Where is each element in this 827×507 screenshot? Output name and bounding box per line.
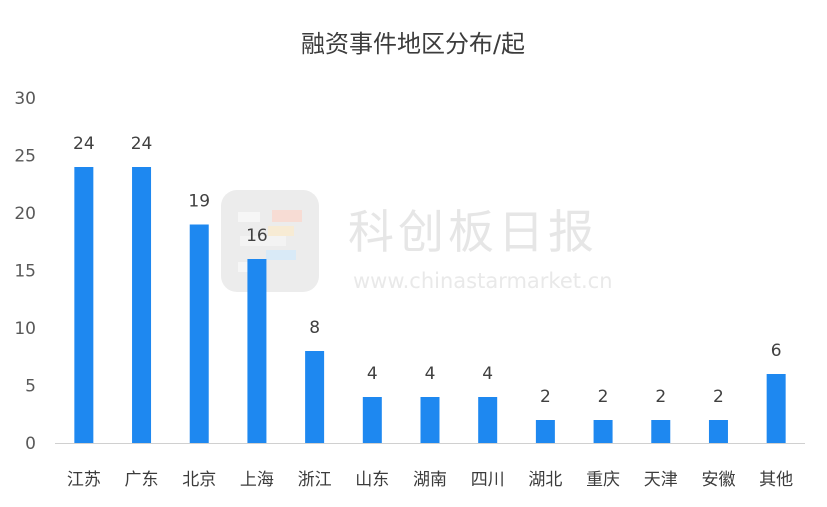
bar [362, 397, 382, 443]
watermark-url: www.chinastarmarket.cn [353, 269, 613, 293]
data-label: 2 [655, 387, 666, 407]
x-tick-label: 湖南 [413, 470, 447, 490]
x-tick-label: 其他 [759, 470, 793, 490]
data-labels: 24 24 19 16 8 4 4 4 2 2 2 2 6 [73, 134, 782, 407]
data-label: 6 [771, 341, 782, 361]
bar [478, 397, 498, 443]
data-label: 19 [188, 192, 210, 212]
y-tick-label: 10 [14, 319, 36, 339]
y-tick-label: 25 [14, 147, 36, 167]
bar [74, 167, 94, 443]
x-tick-label: 上海 [240, 470, 274, 490]
bar [651, 420, 671, 443]
data-label: 4 [367, 364, 378, 384]
bar [247, 259, 267, 443]
watermark: 科创板日报 www.chinastarmarket.cn [221, 190, 613, 293]
y-tick-label: 0 [25, 434, 36, 454]
data-label: 24 [131, 134, 153, 154]
y-axis: 0 5 10 15 20 25 30 [14, 89, 36, 454]
y-tick-label: 30 [14, 89, 36, 109]
x-tick-label: 重庆 [586, 470, 620, 490]
bar [708, 420, 728, 443]
bars [74, 167, 786, 443]
bar [132, 167, 152, 443]
data-label: 2 [540, 387, 551, 407]
data-label: 8 [309, 318, 320, 338]
x-tick-label: 安徽 [701, 470, 735, 490]
bar [305, 351, 325, 443]
x-tick-label: 北京 [182, 470, 216, 490]
x-tick-label: 江苏 [67, 470, 101, 490]
bar [535, 420, 555, 443]
bar [189, 224, 209, 443]
data-label: 2 [598, 387, 609, 407]
data-label: 24 [73, 134, 95, 154]
x-tick-label: 浙江 [298, 470, 332, 490]
bar [593, 420, 613, 443]
bar [420, 397, 440, 443]
data-label: 4 [482, 364, 493, 384]
chart-title: 融资事件地区分布/起 [301, 30, 525, 58]
data-label: 4 [425, 364, 436, 384]
bar [766, 374, 786, 443]
x-tick-label: 湖北 [528, 470, 562, 490]
y-tick-label: 5 [25, 377, 36, 397]
x-tick-label: 四川 [471, 470, 505, 490]
data-label: 2 [713, 387, 724, 407]
x-tick-label: 广东 [125, 470, 159, 490]
y-tick-label: 20 [14, 204, 36, 224]
watermark-name: 科创板日报 [348, 205, 598, 259]
data-label: 16 [246, 226, 268, 246]
y-tick-label: 15 [14, 262, 36, 282]
x-axis: 江苏 广东 北京 上海 浙江 山东 湖南 四川 湖北 重庆 天津 安徽 其他 [55, 443, 805, 490]
x-tick-label: 天津 [644, 470, 678, 490]
x-tick-label: 山东 [355, 470, 389, 490]
